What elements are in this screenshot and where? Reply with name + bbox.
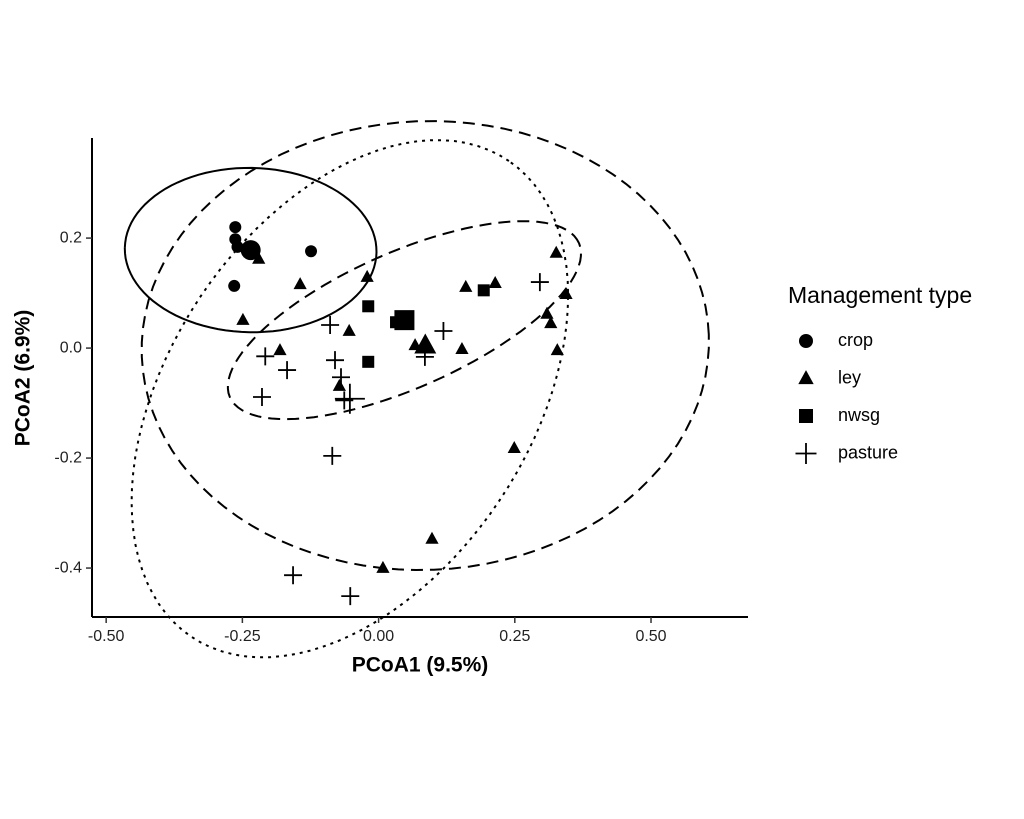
point	[507, 440, 521, 453]
point	[544, 316, 558, 329]
centroid	[394, 310, 415, 331]
legend-key	[799, 409, 813, 423]
legend-label: pasture	[838, 442, 898, 462]
legend-label: ley	[838, 367, 861, 387]
point	[540, 306, 554, 319]
point	[425, 531, 439, 544]
point	[293, 277, 307, 290]
x-tick-label: -0.50	[88, 628, 125, 645]
ellipse	[226, 220, 583, 421]
point	[434, 322, 453, 341]
point	[331, 368, 350, 387]
point	[477, 284, 490, 297]
point	[550, 343, 564, 356]
centroid	[334, 383, 365, 414]
point	[284, 566, 303, 585]
y-tick-label: 0.0	[60, 339, 82, 356]
point	[415, 347, 434, 366]
x-axis-title: PCoA1 (9.5%)	[352, 654, 489, 677]
legend-key	[799, 334, 813, 348]
x-tick-label: 0.00	[363, 628, 394, 645]
point	[278, 361, 297, 380]
y-axis-title: PCoA2 (6.9%)	[12, 310, 35, 447]
point	[559, 286, 573, 299]
point	[459, 279, 473, 292]
legend-label: nwsg	[838, 405, 880, 425]
point	[273, 343, 287, 356]
point	[332, 378, 346, 391]
point	[231, 240, 244, 253]
legend-title: Management type	[788, 282, 972, 308]
legend-key	[795, 443, 817, 464]
x-tick-label: 0.50	[635, 628, 666, 645]
point	[326, 351, 345, 370]
y-tick-label: -0.2	[54, 449, 82, 466]
point	[252, 251, 266, 264]
centroid	[414, 333, 437, 354]
point	[341, 587, 360, 606]
point	[228, 279, 241, 292]
point	[305, 245, 318, 258]
x-tick-label: -0.25	[224, 628, 261, 645]
x-tick-label: 0.25	[499, 628, 530, 645]
y-tick-label: 0.2	[60, 229, 82, 246]
point	[252, 388, 271, 407]
point	[488, 275, 502, 288]
point	[455, 341, 469, 354]
point	[549, 245, 563, 258]
legend-key	[798, 370, 814, 385]
point	[236, 312, 250, 325]
y-tick-label: -0.4	[54, 559, 82, 576]
point	[256, 347, 275, 366]
point	[362, 355, 375, 368]
point	[376, 560, 390, 573]
point	[362, 300, 375, 313]
ellipse	[130, 139, 570, 659]
ellipse	[140, 120, 710, 572]
centroid	[240, 240, 261, 261]
point	[342, 323, 356, 336]
point	[229, 221, 242, 234]
point	[321, 315, 340, 334]
point	[360, 269, 374, 282]
point	[323, 446, 342, 465]
point	[530, 273, 549, 292]
ellipse	[123, 166, 378, 334]
legend-label: crop	[838, 330, 873, 350]
